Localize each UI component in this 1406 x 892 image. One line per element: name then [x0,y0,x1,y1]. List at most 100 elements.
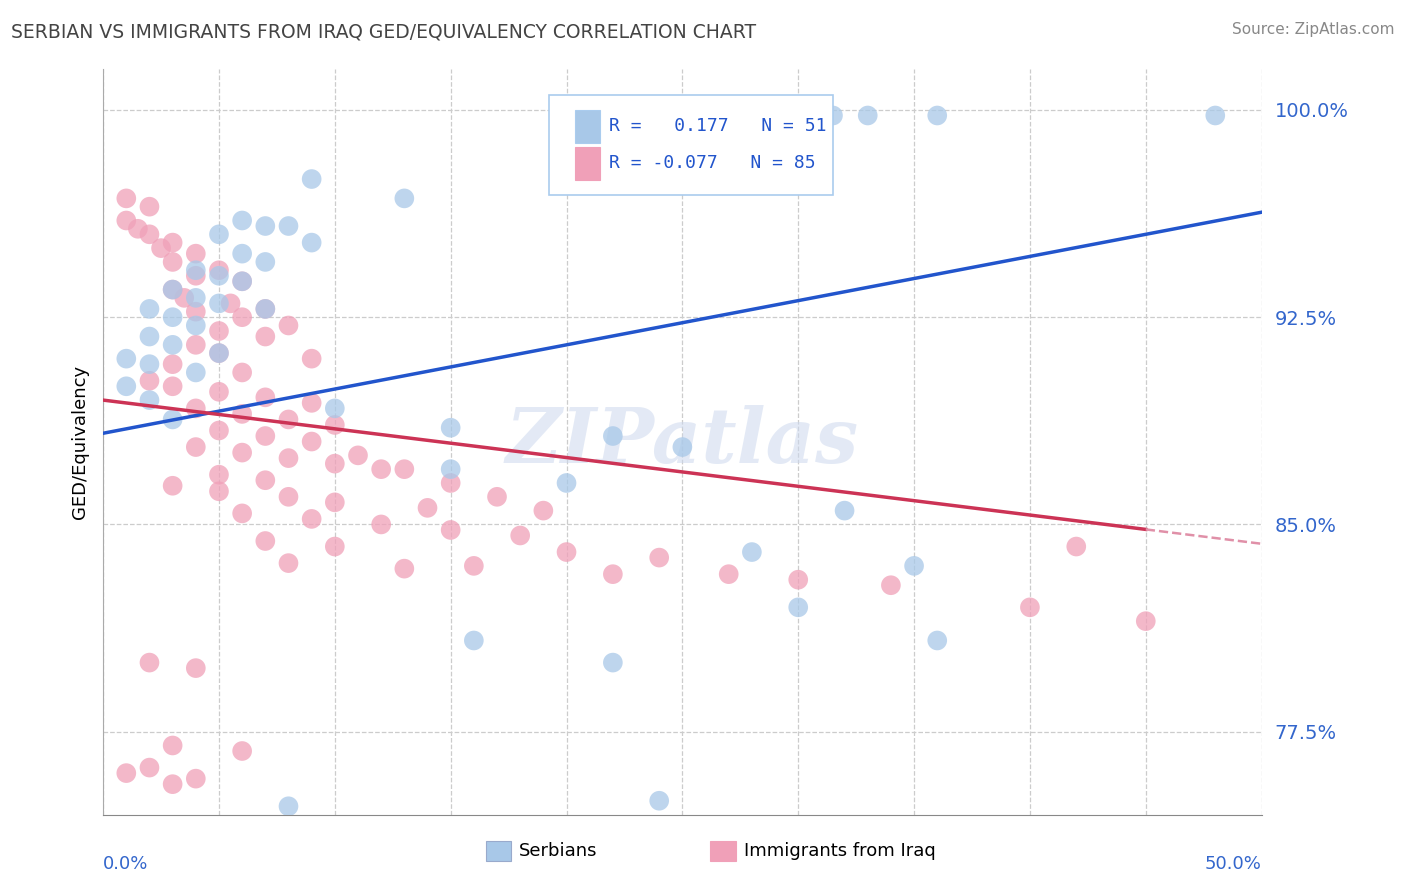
Point [208,296,231,310]
Text: ZIPatlas: ZIPatlas [506,405,859,478]
Point [138,301,160,316]
Point [717,567,740,582]
Point [485,490,508,504]
Point [138,200,160,214]
Point [138,393,160,408]
Point [138,374,160,388]
Point [184,338,207,352]
Point [927,633,949,648]
Point [301,434,323,449]
Point [1204,108,1226,122]
Point [231,213,253,227]
Point [254,390,277,404]
Point [787,108,810,122]
Point [602,429,624,443]
Point [162,412,184,426]
Point [208,227,231,242]
Point [162,777,184,791]
Point [301,351,323,366]
Point [254,429,277,443]
Y-axis label: GED/Equivalency: GED/Equivalency [72,365,89,518]
Point [219,296,242,310]
Point [208,263,231,277]
Point [531,503,554,517]
Point [277,799,299,814]
Point [231,507,253,521]
Point [834,503,856,517]
Point [162,255,184,269]
Text: Source: ZipAtlas.com: Source: ZipAtlas.com [1232,22,1395,37]
Point [150,241,173,255]
Point [138,761,160,775]
Point [231,445,253,459]
Point [162,357,184,371]
Point [323,417,346,432]
Point [162,479,184,493]
Point [555,475,578,490]
Point [394,561,416,575]
Point [741,545,763,559]
Point [162,310,184,325]
Point [231,310,253,325]
Point [208,268,231,283]
Point [254,534,277,549]
Point [416,500,439,515]
Point [162,338,184,352]
Point [184,661,207,675]
Point [162,283,184,297]
Point [138,357,160,371]
Point [880,578,903,592]
Point [138,227,160,242]
Point [162,235,184,250]
Point [671,440,693,454]
Text: SERBIAN VS IMMIGRANTS FROM IRAQ GED/EQUIVALENCY CORRELATION CHART: SERBIAN VS IMMIGRANTS FROM IRAQ GED/EQUI… [11,22,756,41]
Point [509,528,531,542]
Point [440,475,463,490]
Point [208,346,231,360]
Point [184,401,207,416]
Point [254,329,277,343]
Point [370,517,392,532]
Point [347,448,370,462]
Text: R = -0.077   N = 85: R = -0.077 N = 85 [609,154,815,172]
Point [254,219,277,233]
Point [555,545,578,559]
Point [856,108,879,122]
Point [323,540,346,554]
Point [162,739,184,753]
Point [440,421,463,435]
FancyBboxPatch shape [550,95,832,195]
Point [254,255,277,269]
Point [1019,600,1042,615]
Point [648,794,671,808]
Point [208,484,231,499]
Point [162,283,184,297]
Point [184,246,207,260]
Point [394,462,416,476]
Point [184,772,207,786]
Point [184,440,207,454]
Point [903,558,925,573]
Point [115,213,138,227]
Point [138,329,160,343]
Point [184,263,207,277]
Point [277,556,299,570]
Text: Immigrants from Iraq: Immigrants from Iraq [744,842,936,860]
Point [370,462,392,476]
Point [254,473,277,487]
Point [394,191,416,205]
Point [323,457,346,471]
Point [127,221,149,235]
Point [254,301,277,316]
Point [231,366,253,380]
Point [115,379,138,393]
Point [231,274,253,288]
Point [231,274,253,288]
Point [648,550,671,565]
Point [254,301,277,316]
Point [208,384,231,399]
Point [602,656,624,670]
Point [787,573,810,587]
Point [323,495,346,509]
Text: R =   0.177   N = 51: R = 0.177 N = 51 [609,117,827,135]
